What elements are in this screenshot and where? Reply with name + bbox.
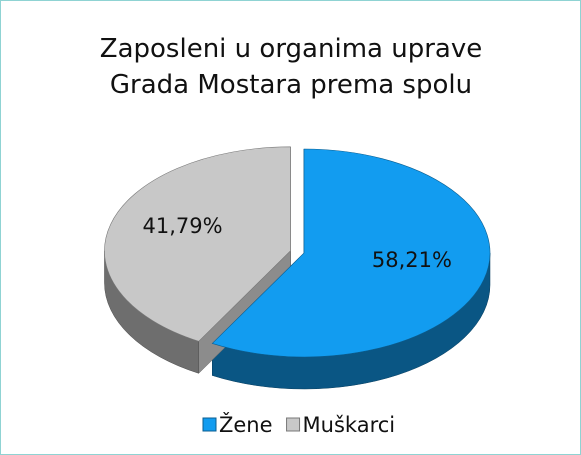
data-label: 41,79% [143, 214, 223, 238]
chart-title: Zaposleni u organima uprave Grada Mostar… [99, 34, 483, 100]
data-label: 58,21% [372, 248, 452, 272]
legend-swatch [286, 417, 301, 432]
slice [211, 148, 491, 358]
legend-swatch [202, 417, 217, 432]
legend-label: Muškarci [303, 413, 396, 437]
legend-label: Žene [219, 412, 273, 437]
slice [104, 146, 291, 342]
